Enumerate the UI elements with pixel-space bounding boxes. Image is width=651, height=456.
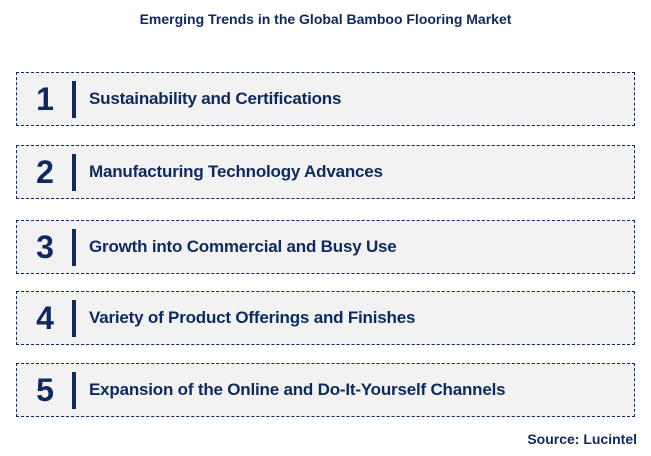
trend-number: 5 — [36, 372, 54, 408]
divider — [72, 300, 76, 337]
trend-item-1: 1 Sustainability and Certifications — [16, 72, 635, 126]
divider — [72, 372, 76, 409]
trend-number: 1 — [36, 81, 54, 117]
page-title: Emerging Trends in the Global Bamboo Flo… — [139, 11, 512, 27]
trend-item-3: 3 Growth into Commercial and Busy Use — [16, 220, 635, 274]
trend-label: Growth into Commercial and Busy Use — [89, 237, 397, 256]
trend-label: Variety of Product Offerings and Finishe… — [89, 308, 416, 327]
trend-label: Manufacturing Technology Advances — [89, 162, 383, 181]
trend-label: Sustainability and Certifications — [89, 89, 342, 108]
trend-label: Expansion of the Online and Do-It-Yourse… — [89, 380, 506, 399]
trend-number: 2 — [36, 154, 54, 190]
trend-item-4: 4 Variety of Product Offerings and Finis… — [16, 291, 635, 345]
trend-number: 3 — [36, 229, 54, 265]
divider — [72, 81, 76, 118]
trend-item-5: 5 Expansion of the Online and Do-It-Your… — [16, 363, 635, 417]
divider — [72, 154, 76, 191]
source-credit: Source: Lucintel — [527, 431, 637, 447]
trend-item-2: 2 Manufacturing Technology Advances — [16, 145, 635, 199]
divider — [72, 229, 76, 266]
trend-number: 4 — [36, 300, 54, 336]
